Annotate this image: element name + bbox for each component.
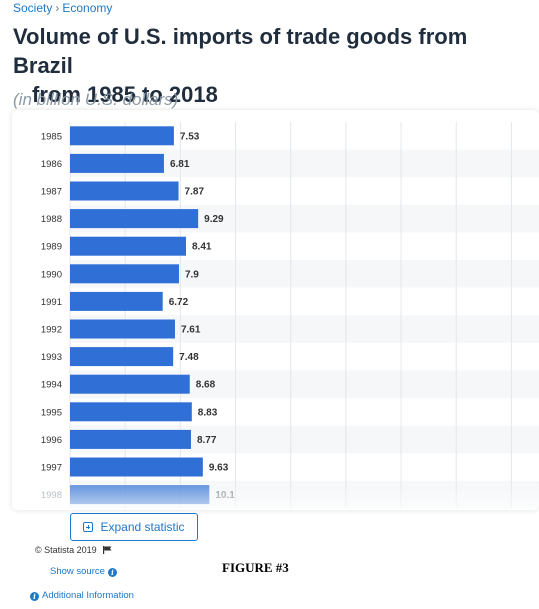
figure-label: FIGURE #3 bbox=[222, 560, 289, 575]
bar bbox=[70, 457, 203, 477]
category-label: 1997 bbox=[41, 463, 62, 474]
value-label: 7.87 bbox=[185, 187, 205, 198]
flag-icon[interactable] bbox=[103, 546, 112, 554]
bar bbox=[70, 429, 191, 449]
additional-information-link[interactable]: i Additional Information bbox=[30, 590, 134, 601]
value-label: 9.63 bbox=[209, 463, 229, 474]
category-label: 1993 bbox=[41, 352, 62, 363]
expand-statistic-button[interactable]: Expand statistic bbox=[70, 513, 198, 541]
category-label: 1990 bbox=[41, 269, 62, 280]
bar bbox=[70, 347, 174, 367]
chart-panel: 1985 7.53 1986 6.81 1987 7.87 1988 9.29 1989 8.41… bbox=[12, 110, 539, 510]
bar bbox=[70, 126, 174, 146]
expand-icon bbox=[83, 522, 94, 532]
category-label: 1992 bbox=[41, 325, 62, 336]
category-label: 1987 bbox=[41, 187, 62, 198]
breadcrumb-economy[interactable]: Economy bbox=[62, 1, 113, 15]
breadcrumb: Society › Economy bbox=[13, 1, 112, 15]
info-icon: i bbox=[30, 592, 39, 601]
expand-statistic-label: Expand statistic bbox=[100, 520, 185, 534]
bar bbox=[70, 236, 187, 256]
show-source-link[interactable]: Show source i bbox=[50, 566, 117, 577]
fade-overlay bbox=[12, 480, 539, 510]
value-label: 6.72 bbox=[169, 297, 189, 308]
bar bbox=[70, 209, 199, 229]
bar-chart: 1985 7.53 1986 6.81 1987 7.87 1988 9.29 1989 8.41… bbox=[12, 122, 539, 510]
category-label: 1985 bbox=[41, 131, 62, 142]
bar bbox=[70, 374, 190, 394]
bar bbox=[70, 181, 179, 201]
breadcrumb-separator: › bbox=[55, 1, 60, 15]
category-label: 1986 bbox=[41, 159, 62, 170]
category-label: 1988 bbox=[41, 214, 62, 225]
value-label: 7.48 bbox=[179, 352, 199, 363]
category-label: 1994 bbox=[41, 380, 62, 391]
breadcrumb-society[interactable]: Society bbox=[13, 1, 53, 15]
value-label: 8.41 bbox=[192, 242, 212, 253]
copyright-text: © Statista 2019 bbox=[35, 545, 97, 555]
value-label: 7.61 bbox=[181, 325, 201, 336]
show-source-label: Show source bbox=[50, 566, 105, 577]
info-icon: i bbox=[107, 568, 117, 577]
bar bbox=[70, 264, 179, 284]
value-label: 8.83 bbox=[198, 407, 218, 418]
copyright-notice: © Statista 2019 bbox=[35, 545, 112, 555]
bar bbox=[70, 153, 164, 173]
value-label: 6.81 bbox=[170, 159, 190, 170]
page-title-line2: from 1985 to 2018 bbox=[32, 82, 218, 107]
value-label: 7.53 bbox=[180, 131, 200, 142]
category-label: 1996 bbox=[41, 435, 62, 446]
bar bbox=[70, 402, 192, 422]
bar bbox=[70, 291, 163, 311]
category-label: 1995 bbox=[41, 407, 62, 418]
page-title: Volume of U.S. imports of trade goods fr… bbox=[13, 22, 533, 109]
value-label: 8.68 bbox=[196, 380, 216, 391]
value-label: 7.9 bbox=[185, 269, 199, 280]
category-label: 1989 bbox=[41, 242, 62, 253]
value-label: 8.77 bbox=[197, 435, 217, 446]
page-subtitle: (in billion U.S. dollars) bbox=[13, 90, 179, 109]
category-label: 1991 bbox=[41, 297, 62, 308]
additional-information-label: Additional Information bbox=[42, 590, 134, 601]
bar bbox=[70, 319, 175, 339]
page-title-line1: Volume of U.S. imports of trade goods fr… bbox=[13, 24, 468, 78]
value-label: 9.29 bbox=[204, 214, 224, 225]
